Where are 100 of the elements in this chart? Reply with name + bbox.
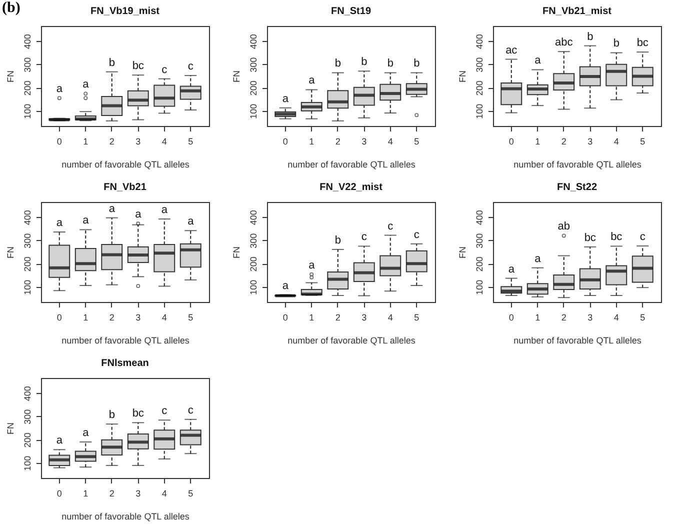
chart-title: FN_Vb19_mist [90,6,160,17]
x-tick-label: 0 [282,312,288,322]
annotation: ab [558,220,570,233]
x-tick-label: 1 [309,312,314,322]
annotation: b [108,409,115,422]
chart-title: FN_Vb21 [104,182,147,193]
annotation: a [534,252,542,265]
x-axis-title: number of favorable QTL alleles [62,336,190,346]
x-tick-label: 5 [640,136,646,146]
x-tick-label: 3 [362,136,367,146]
y-tick-label: 200 [474,256,484,272]
x-tick-label: 4 [162,312,167,322]
annotation: b [334,234,341,246]
annotation: a [135,208,142,221]
y-tick-label: 100 [248,280,258,295]
y-tick-label: 100 [248,104,258,119]
x-tick-label: 4 [614,136,619,146]
x-tick-label: 2 [561,312,566,322]
x-axis-title: number of favorable QTL alleles [514,160,642,170]
y-axis-title: FN [6,246,16,258]
y-tick-label: 200 [22,80,32,96]
x-tick-label: 4 [162,488,167,498]
annotation: a [56,217,64,229]
annotation: bc [636,37,649,50]
y-tick-label: 300 [22,409,32,424]
x-tick-label: 4 [614,312,619,322]
x-tick-label: 3 [588,312,593,322]
y-tick-label: 300 [474,57,484,72]
annotation: ac [506,44,518,56]
x-tick-label: 3 [136,136,141,146]
x-tick-label: 2 [335,312,340,322]
y-axis-title: FN [458,246,468,258]
y-tick-label: 100 [22,456,32,471]
x-tick-label: 5 [188,312,194,322]
y-tick-label: 100 [474,104,484,119]
y-tick-label: 200 [22,432,32,448]
annotation: bc [132,408,144,420]
x-axis-title: number of favorable QTL alleles [62,512,190,522]
annotation: c [640,230,646,243]
annotation: c [388,220,394,232]
y-tick-label: 300 [248,57,258,72]
y-tick-label: 300 [248,233,258,248]
annotation: c [162,64,168,76]
x-tick-label: 1 [83,136,88,146]
chart-title: FN_Vb21_mist [542,6,612,17]
y-tick-label: 200 [248,80,258,96]
y-tick-label: 400 [22,210,32,226]
y-tick-label: 300 [22,57,32,72]
annotation: a [161,204,168,216]
y-tick-label: 200 [248,256,258,272]
annotation: abc [555,36,574,49]
y-axis-title: FN [232,246,242,258]
y-tick-label: 400 [474,34,484,50]
x-tick-label: 1 [83,488,88,498]
x-tick-label: 0 [56,312,62,322]
y-tick-label: 300 [22,233,32,248]
y-tick-label: 100 [22,280,32,295]
x-tick-label: 0 [56,488,62,498]
y-tick-label: 400 [22,386,32,402]
x-tick-label: 4 [162,136,167,146]
x-tick-label: 3 [588,136,593,146]
annotation: a [56,434,64,447]
annotation: a [82,214,90,227]
y-tick-label: 400 [248,34,258,50]
y-tick-label: 400 [248,210,258,226]
x-tick-label: 3 [136,488,141,498]
y-axis-title: FN [6,422,16,434]
y-axis-title: FN [458,70,468,82]
annotation: a [308,74,316,87]
annotation: c [414,228,420,241]
x-tick-label: 0 [282,136,288,146]
annotation: bc [132,60,144,72]
annotation: c [188,404,194,416]
x-axis-title: number of favorable QTL alleles [288,336,416,346]
annotation: bc [584,232,596,244]
annotation: b [361,56,368,68]
x-axis-title: number of favorable QTL alleles [288,160,416,170]
x-tick-label: 4 [388,136,393,146]
annotation: a [508,263,516,276]
x-tick-label: 1 [83,312,88,322]
x-tick-label: 5 [640,312,646,322]
x-tick-label: 5 [188,136,194,146]
x-tick-label: 0 [508,312,514,322]
annotation: b [414,58,420,70]
x-tick-label: 4 [388,312,393,322]
x-axis-title: number of favorable QTL alleles [62,160,190,170]
annotation: b [334,58,341,70]
x-tick-label: 5 [188,488,194,498]
annotation: c [361,231,368,244]
annotation: a [282,92,290,105]
annotation: b [587,30,594,43]
chart-title: FN_St19 [330,6,372,17]
annotation: a [308,259,316,272]
y-tick-label: 100 [22,104,32,119]
annotation: a [82,426,90,439]
y-axis-title: FN [232,70,242,82]
annotation: b [387,58,394,70]
x-tick-label: 1 [535,312,540,322]
annotation: a [82,78,90,91]
y-axis-title: FN [6,70,16,82]
